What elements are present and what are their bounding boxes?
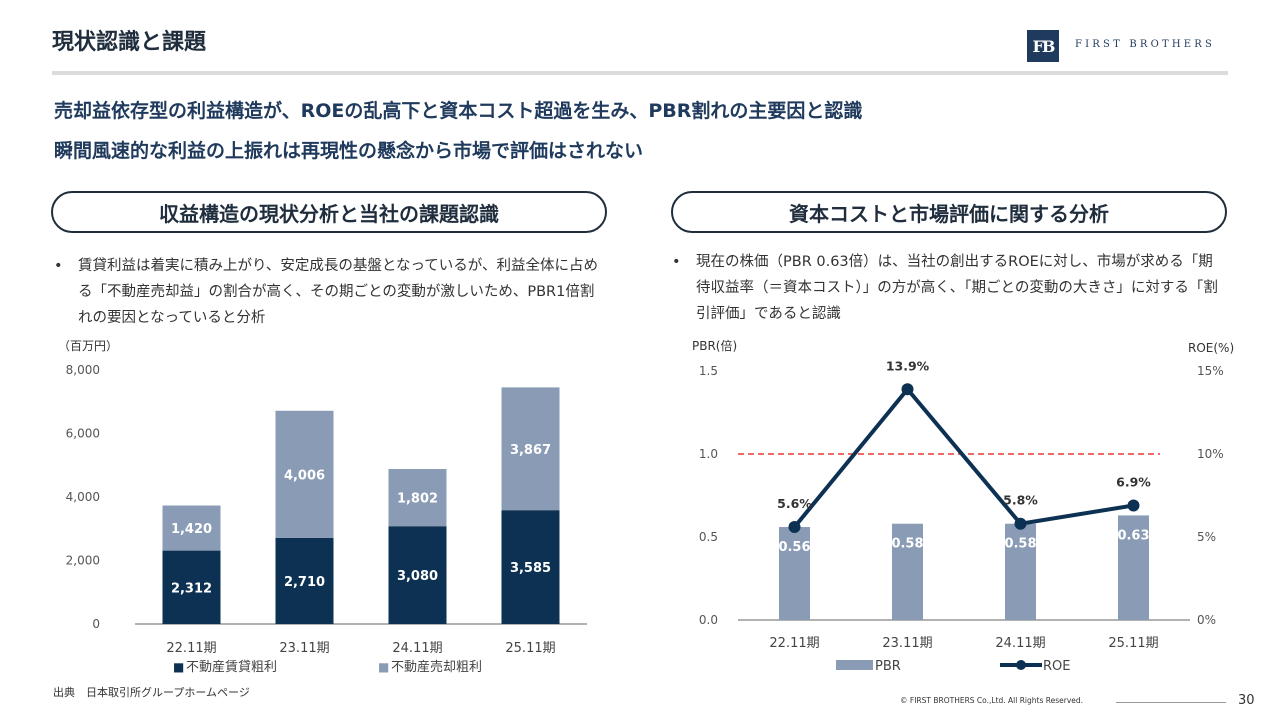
y-tick-label: 8,000 xyxy=(66,363,100,377)
footer-divider xyxy=(1116,702,1226,703)
y-tick-label: 6,000 xyxy=(66,427,100,441)
left-section-title: 収益構造の現状分析と当社の課題認識 xyxy=(51,191,607,233)
x-tick-label: 24.11期 xyxy=(995,636,1045,651)
data-label: 3,867 xyxy=(510,443,551,458)
y-tick-label: 4,000 xyxy=(66,490,100,504)
right-tick-label: 5% xyxy=(1197,530,1216,544)
profit-stacked-bar-chart: （百万円） 0 2,000 4,000 6,000 8,000 2,312 1,420 22.1… xyxy=(58,339,587,675)
data-label: 1,420 xyxy=(171,522,212,537)
pbr-bar xyxy=(779,527,810,620)
legend-marker: ■ xyxy=(173,660,184,674)
legend-label: ROE xyxy=(1043,659,1070,674)
page-title: 現状認識と課題 xyxy=(52,30,207,55)
data-label: 4,006 xyxy=(284,468,325,483)
data-label: 3,585 xyxy=(510,561,551,576)
pbr-data-label: 0.56 xyxy=(778,540,810,555)
bullet-marker: • xyxy=(672,254,681,270)
page-number: 30 xyxy=(1238,693,1255,708)
data-label: 2,312 xyxy=(171,581,212,596)
legend-marker: ■ xyxy=(378,660,389,674)
legend-label: 不動産賃貸粗利 xyxy=(186,659,277,675)
bar-segment-sale xyxy=(501,387,560,511)
x-tick-label: 25.11期 xyxy=(505,641,555,656)
right-bullet-item: • 現在の株価（PBR 0.63倍）は、当社の創出するROEに対し、市場が求める… xyxy=(672,249,1232,329)
bar-segment-rental xyxy=(501,510,560,624)
bar-segment-rental xyxy=(275,537,334,624)
y-axis-unit-label: （百万円） xyxy=(58,339,118,353)
brand-logo-icon: FB xyxy=(1027,30,1059,62)
title-divider xyxy=(52,71,1228,75)
left-axis-title: PBR(倍) xyxy=(692,338,737,353)
right-bullet-text: 現在の株価（PBR 0.63倍）は、当社の創出するROEに対し、市場が求める「期… xyxy=(696,254,1218,322)
pbr-data-label: 0.63 xyxy=(1117,528,1149,543)
roe-point xyxy=(901,383,914,396)
legend-label: 不動産売却粗利 xyxy=(391,659,482,675)
roe-point xyxy=(1127,499,1140,512)
legend-marker-roe-point xyxy=(1016,660,1026,670)
roe-data-label: 13.9% xyxy=(886,358,930,373)
right-tick-label: 0% xyxy=(1197,613,1216,627)
legend-label: PBR xyxy=(875,659,901,674)
right-section-title: 資本コストと市場評価に関する分析 xyxy=(671,191,1227,233)
roe-data-label: 6.9% xyxy=(1116,474,1151,489)
copyright-text: © FIRST BROTHERS Co.,Ltd. All Rights Res… xyxy=(900,696,1084,705)
pbr-bar xyxy=(1118,515,1149,620)
left-bullet-item: • 賃貸利益は着実に積み上がり、安定成長の基盤となっているが、利益全体に占める「… xyxy=(54,253,614,333)
roe-data-label: 5.6% xyxy=(777,496,812,511)
x-tick-label: 22.11期 xyxy=(769,636,819,651)
left-tick-label: 0.5 xyxy=(699,530,718,544)
left-bullet-text: 賃貸利益は着実に積み上がり、安定成長の基盤となっているが、利益全体に占める「不動… xyxy=(78,258,598,326)
headline-secondary: 瞬間風速的な利益の上振れは再現性の懸念から市場で評価はされない xyxy=(54,140,644,162)
y-tick-label: 0 xyxy=(92,617,100,631)
roe-line xyxy=(792,386,1134,529)
pbr-roe-combo-chart: PBR(倍) ROE(%) 0.0 0.5 1.0 1.5 0% 5% 10% 15% 0.56 0.… xyxy=(692,338,1234,674)
x-tick-label: 22.11期 xyxy=(166,641,216,656)
brand-logo-text: FIRST BROTHERS xyxy=(1075,39,1216,50)
x-tick-label: 23.11期 xyxy=(279,641,329,656)
roe-point xyxy=(788,521,801,534)
x-tick-label: 25.11期 xyxy=(1108,636,1158,651)
right-axis-title: ROE(%) xyxy=(1188,341,1234,355)
pbr-data-label: 0.58 xyxy=(891,537,923,552)
bar-segment-rental xyxy=(388,526,447,624)
roe-point xyxy=(1014,517,1027,530)
x-tick-label: 23.11期 xyxy=(882,636,932,651)
y-tick-label: 2,000 xyxy=(66,554,100,568)
bar-segment-rental xyxy=(162,550,221,624)
pbr-bar xyxy=(892,523,923,620)
right-tick-label: 15% xyxy=(1197,364,1224,378)
data-label: 2,710 xyxy=(284,575,325,590)
roe-data-label: 5.8% xyxy=(1003,493,1038,508)
pbr-bar xyxy=(1005,523,1036,620)
x-tick-label: 24.11期 xyxy=(392,641,442,656)
left-tick-label: 1.5 xyxy=(699,364,718,378)
headline-primary: 売却益依存型の利益構造が、ROEの乱高下と資本コスト超過を生み、PBR割れの主要… xyxy=(54,100,863,122)
data-label: 1,802 xyxy=(397,492,438,507)
left-tick-label: 1.0 xyxy=(699,447,718,461)
bar-segment-sale xyxy=(162,505,221,551)
right-tick-label: 10% xyxy=(1197,447,1224,461)
left-tick-label: 0.0 xyxy=(699,613,718,627)
source-note: 出典 日本取引所グループホームページ xyxy=(53,686,250,699)
legend-marker-pbr xyxy=(836,660,873,670)
data-label: 3,080 xyxy=(397,569,438,584)
bullet-marker: • xyxy=(54,258,63,274)
pbr-data-label: 0.58 xyxy=(1004,537,1036,552)
bar-segment-sale xyxy=(388,468,447,527)
bar-segment-sale xyxy=(275,410,334,538)
